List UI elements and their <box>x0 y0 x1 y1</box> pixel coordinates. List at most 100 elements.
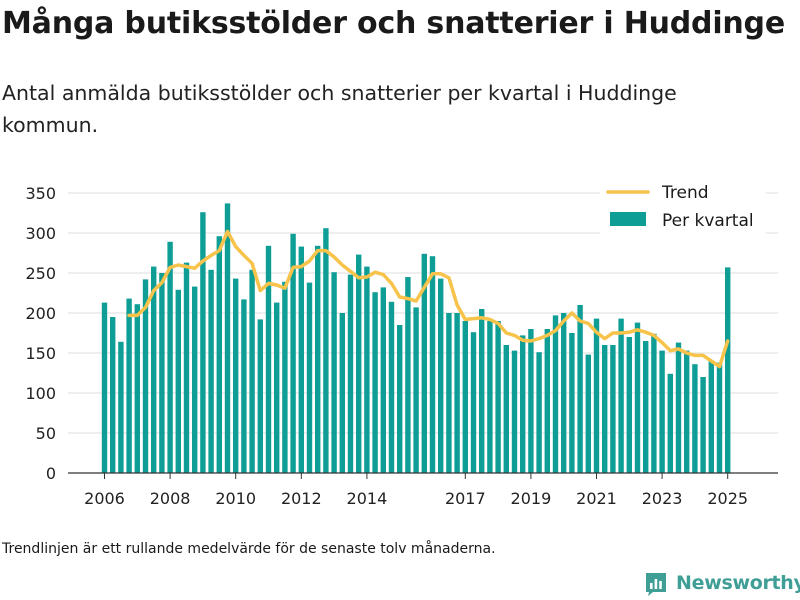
x-tick-label: 2021 <box>576 489 617 508</box>
bar <box>274 302 280 473</box>
bar <box>315 245 321 473</box>
bar <box>257 319 263 473</box>
legend-per-kvartal-swatch <box>610 212 646 226</box>
bar <box>552 315 559 473</box>
bar <box>725 267 731 473</box>
bars-per-kvartal <box>101 203 731 473</box>
bar <box>134 304 140 473</box>
bar <box>175 289 181 473</box>
bar <box>503 345 509 473</box>
bar <box>495 321 501 473</box>
bar <box>372 292 378 473</box>
page-title: Många butiksstölder och snatterier i Hud… <box>2 6 785 41</box>
y-tick-label: 150 <box>25 344 56 363</box>
x-tick-label: 2012 <box>281 489 322 508</box>
bar <box>249 269 255 473</box>
bar <box>405 277 411 473</box>
bar <box>651 333 657 473</box>
bar <box>659 350 665 473</box>
legend-per-kvartal-label: Per kvartal <box>662 211 754 231</box>
x-tick-label: 2019 <box>511 489 552 508</box>
bar <box>634 322 641 473</box>
y-tick-label: 200 <box>25 304 56 323</box>
bar <box>298 246 304 473</box>
bar <box>347 274 354 473</box>
bar <box>429 256 436 473</box>
bar <box>602 345 608 473</box>
bar <box>233 278 239 473</box>
bar <box>520 335 526 473</box>
bar <box>331 272 337 473</box>
x-tick-label: 2017 <box>445 489 486 508</box>
bar <box>700 377 706 473</box>
y-tick-label: 350 <box>25 184 56 203</box>
trend-layer <box>127 229 730 369</box>
x-tick-label: 2025 <box>707 489 748 508</box>
bar <box>413 307 419 473</box>
bar <box>487 321 493 473</box>
bar <box>208 269 214 473</box>
bar <box>511 350 518 473</box>
newsworthy-chart-logo-icon <box>646 573 666 596</box>
bar <box>265 245 272 473</box>
bar <box>561 313 567 473</box>
chart: 0 50 100 150 200 250 300 350 2006 2008 2010 2012 201… <box>25 178 778 508</box>
bar <box>446 313 452 473</box>
brand-name: Newsworthy <box>676 572 800 594</box>
x-tick-label: 2010 <box>215 489 256 508</box>
bar <box>667 373 673 473</box>
bar <box>224 203 231 473</box>
bar <box>159 273 165 473</box>
bar <box>306 282 313 473</box>
bar <box>585 354 591 473</box>
bar <box>183 262 190 473</box>
bar <box>577 305 583 473</box>
bar <box>536 352 542 473</box>
y-tick-label: 100 <box>25 384 56 403</box>
bar <box>356 254 362 473</box>
bar <box>200 212 206 473</box>
bar <box>282 281 288 473</box>
footnote: Trendlinjen är ett rullande medelvärde f… <box>2 541 496 557</box>
bar <box>118 341 124 473</box>
bar <box>126 298 132 473</box>
bar <box>593 318 600 473</box>
bar <box>142 279 149 473</box>
bar <box>479 309 485 473</box>
x-tick-label: 2014 <box>347 489 388 508</box>
bar <box>151 266 157 473</box>
bar <box>454 313 460 473</box>
legend-trend-label: Trend <box>661 183 709 203</box>
y-tick-label: 300 <box>25 224 56 243</box>
axes: 0 50 100 150 200 250 300 350 2006 2008 2010 2012 201… <box>25 184 778 508</box>
bar <box>397 325 403 473</box>
bar <box>438 278 444 473</box>
bar <box>684 350 690 473</box>
legend: Trend Per kvartal <box>600 178 766 242</box>
bar <box>462 321 468 473</box>
bar <box>380 287 386 473</box>
bar <box>544 329 550 473</box>
bar <box>110 317 116 473</box>
bar <box>569 333 575 473</box>
bar <box>708 361 714 473</box>
bar <box>421 253 427 473</box>
x-tick-label: 2008 <box>150 489 191 508</box>
bar <box>626 337 632 473</box>
bar <box>643 341 649 473</box>
x-tick-label: 2023 <box>642 489 683 508</box>
bar <box>675 342 682 473</box>
bar <box>241 299 247 473</box>
bar <box>692 364 698 473</box>
bar <box>388 301 395 473</box>
bar <box>192 286 198 473</box>
bar <box>470 332 477 473</box>
bar <box>364 266 370 473</box>
trend-line <box>127 229 730 369</box>
brand-logo[interactable]: Newsworthy <box>644 568 800 598</box>
chart-subtitle: Antal anmälda butiksstölder och snatteri… <box>2 81 677 137</box>
bar <box>290 233 296 473</box>
bar <box>618 318 624 473</box>
y-tick-label: 0 <box>46 464 56 483</box>
bar <box>716 362 723 473</box>
